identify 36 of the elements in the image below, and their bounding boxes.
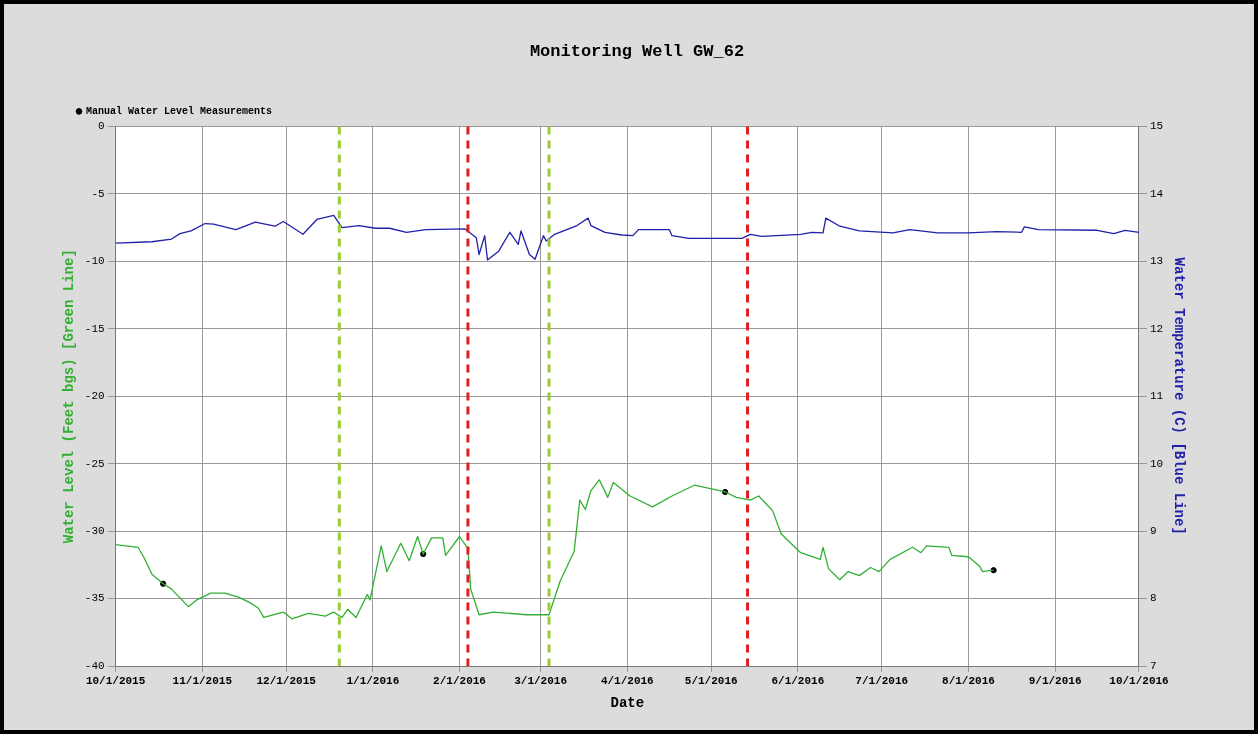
y-tick-label: -35 [84,592,105,605]
y2-tick-label: 10 [1150,457,1164,470]
chart-title: Monitoring Well GW_62 [529,42,745,62]
x-tick-label: 6/1/2016 [771,675,825,688]
x-tick-label: 5/1/2016 [684,675,738,688]
y-tick-label: -5 [91,187,105,200]
y2-tick-label: 11 [1150,390,1164,403]
x-tick-label: 8/1/2016 [942,675,995,688]
y2-tick-label: 14 [1150,187,1164,200]
y2-tick-label: 8 [1150,592,1157,605]
x-tick-label: 10/1/2016 [1109,675,1169,688]
x-tick-label: 9/1/2016 [1028,675,1082,688]
x-axis-title: Date [610,695,645,712]
legend-label: Manual Water Level Measurements [86,105,273,117]
y-tick-label: -10 [84,255,105,268]
y-tick-label: -15 [84,322,105,335]
y-tick-label: -30 [84,525,105,538]
y-tick-label: -20 [84,390,105,403]
y2-tick-label: 13 [1150,255,1164,268]
x-tick-label: 7/1/2016 [855,675,909,688]
y2-tick-label: 7 [1150,659,1157,672]
y2-axis-title: Water Temperature (C) [Blue Line] [1171,257,1188,535]
x-tick-label: 11/1/2015 [172,675,233,688]
y2-tick-label: 15 [1150,120,1164,133]
y2-tick-label: 12 [1150,322,1164,335]
x-tick-label: 1/1/2016 [346,675,400,688]
x-tick-label: 10/1/2015 [85,675,146,688]
x-tick-label: 12/1/2015 [256,675,317,688]
y-tick-label: -25 [84,457,105,470]
y-axis-title: Water Level (Feet bgs) [Green Line] [60,249,77,544]
y-tick-label: 0 [97,120,105,133]
x-tick-label: 4/1/2016 [600,675,654,688]
x-tick-label: 3/1/2016 [514,675,568,688]
x-tick-label: 2/1/2016 [433,675,486,688]
y-tick-label: -40 [84,659,105,672]
y2-tick-label: 9 [1150,525,1157,538]
